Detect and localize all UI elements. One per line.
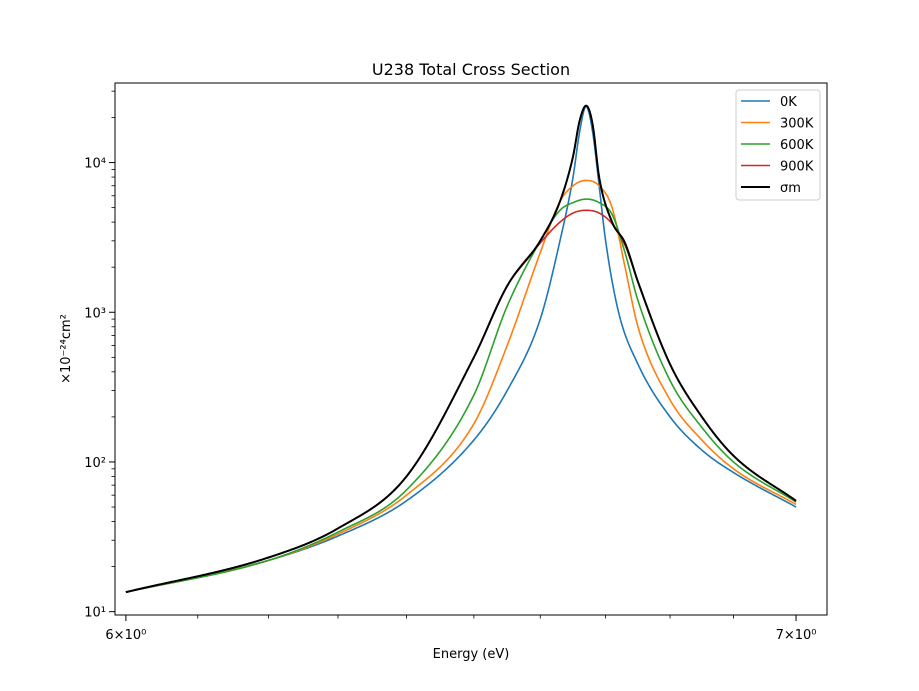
y-tick-label-2: 10²	[84, 456, 106, 471]
series-line-1	[125, 105, 797, 593]
y-tick-label-1: 10¹	[84, 606, 106, 621]
legend-box	[735, 89, 821, 201]
legend-label-3: 600K	[780, 138, 814, 153]
x-tick-label-1: 6×10⁰	[105, 628, 146, 643]
x-tick-label-2: 7×10⁰	[776, 628, 817, 643]
legend-label-4: 900K	[780, 160, 814, 175]
series-line-4	[125, 209, 797, 593]
y-tick-label-3: 10³	[84, 306, 106, 321]
legend-label-5: σm	[780, 181, 801, 196]
plot-frame	[114, 82, 828, 616]
series-layer	[125, 104, 797, 594]
legend-label-2: 300K	[780, 117, 814, 132]
chart-title: U238 Total Cross Section	[372, 60, 570, 79]
series-line-3	[125, 198, 797, 593]
legend-label-1: 0K	[780, 95, 797, 110]
legend: 0K 300K 600K 900K σm	[735, 89, 821, 201]
series-line-5	[125, 104, 797, 594]
series-line-2	[125, 179, 797, 593]
y-axis-title: ×10⁻²⁴cm²	[59, 314, 74, 384]
ticks-layer: 6×10⁰ 7×10⁰ 10¹ 10² 10³ 10⁴	[84, 90, 817, 643]
y-tick-label-4: 10⁴	[84, 157, 106, 172]
x-axis-title: Energy (eV)	[433, 647, 510, 662]
